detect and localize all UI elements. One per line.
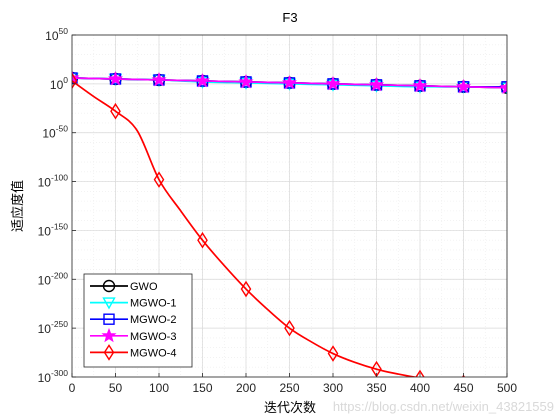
x-tick-label: 150: [192, 381, 212, 395]
legend-label: GWO: [130, 281, 158, 293]
data-point-mgwo-3: [412, 77, 428, 93]
x-axis-label: 迭代次数: [264, 400, 316, 416]
data-point-mgwo-3: [151, 72, 167, 87]
x-tick-label: 300: [323, 381, 343, 395]
legend-marker: [103, 313, 115, 325]
legend-marker: [101, 327, 117, 343]
data-point-mgwo-3: [107, 71, 124, 86]
x-tick-label: 0: [69, 381, 76, 395]
y-tick-label: 10-200: [38, 270, 69, 287]
legend-entry-mgwo-4: MGWO-4: [90, 344, 176, 361]
data-point-mgwo-4: [110, 102, 121, 120]
series-mgwo-3: [72, 70, 507, 95]
x-tick-label: 500: [497, 381, 517, 395]
x-tick-label: 50: [109, 381, 123, 395]
axis-ticks: 0 50 100 150 200 250 300 350 400 450 500 1050 100 10-…: [38, 26, 518, 395]
series-layer: [72, 70, 507, 377]
data-point-mgwo-3: [455, 78, 472, 94]
chart-title: F3: [282, 10, 297, 25]
legend-entry-mgwo-1: MGWO-1: [90, 297, 176, 310]
legend-box: [83, 273, 193, 368]
watermark: https://blog.csdn.net/weixin_43821559: [332, 399, 554, 414]
data-point-mgwo-3: [325, 75, 341, 91]
legend-marker: [102, 297, 116, 310]
x-tick-label: 250: [279, 381, 299, 395]
legend-label: MGWO-4: [130, 347, 176, 359]
legend-marker: [103, 344, 115, 361]
y-axis-label: 适应度值: [10, 180, 26, 232]
data-point-mgwo-3: [238, 73, 254, 89]
legend-label: MGWO-3: [130, 331, 176, 343]
x-tick-label: 400: [410, 381, 430, 395]
legend-entry-mgwo-3: MGWO-3: [90, 327, 176, 343]
data-point-mgwo-4: [240, 280, 252, 298]
x-tick-label: 200: [236, 381, 256, 395]
data-point-mgwo-4: [327, 345, 339, 362]
data-point-mgwo-4: [153, 171, 165, 188]
data-point-mgwo-3: [72, 70, 80, 85]
y-tick-label: 10-150: [38, 221, 69, 238]
legend: GWO MGWO-1 MGWO-2 MGWO-3 MGWO-4: [83, 273, 193, 368]
y-tick-label: 10-100: [38, 173, 69, 190]
data-point-mgwo-3: [368, 76, 385, 92]
legend-label: MGWO-1: [130, 298, 176, 310]
data-point-mgwo-3: [281, 74, 298, 90]
legend-entry-gwo: GWO: [90, 279, 158, 293]
x-tick-label: 450: [453, 381, 473, 395]
data-point-mgwo-4: [72, 72, 78, 90]
data-point-mgwo-4: [284, 319, 295, 337]
y-tick-label: 1050: [45, 26, 68, 43]
legend-marker: [102, 279, 116, 293]
data-point-mgwo-3: [499, 79, 507, 95]
y-tick-label: 10-50: [42, 124, 68, 141]
legend-label: MGWO-2: [130, 314, 176, 326]
data-point-mgwo-4: [415, 369, 425, 377]
x-tick-label: 350: [366, 381, 386, 395]
x-tick-label: 100: [149, 381, 169, 395]
y-tick-label: 100: [50, 75, 68, 92]
legend-entry-mgwo-2: MGWO-2: [90, 313, 176, 326]
y-tick-label: 10-300: [38, 368, 69, 385]
y-tick-label: 10-250: [38, 319, 69, 336]
series-mgwo-4: [72, 72, 466, 377]
data-point-mgwo-3: [194, 72, 211, 88]
series-line-mgwo-4: [72, 80, 420, 377]
data-point-mgwo-4: [197, 231, 208, 249]
